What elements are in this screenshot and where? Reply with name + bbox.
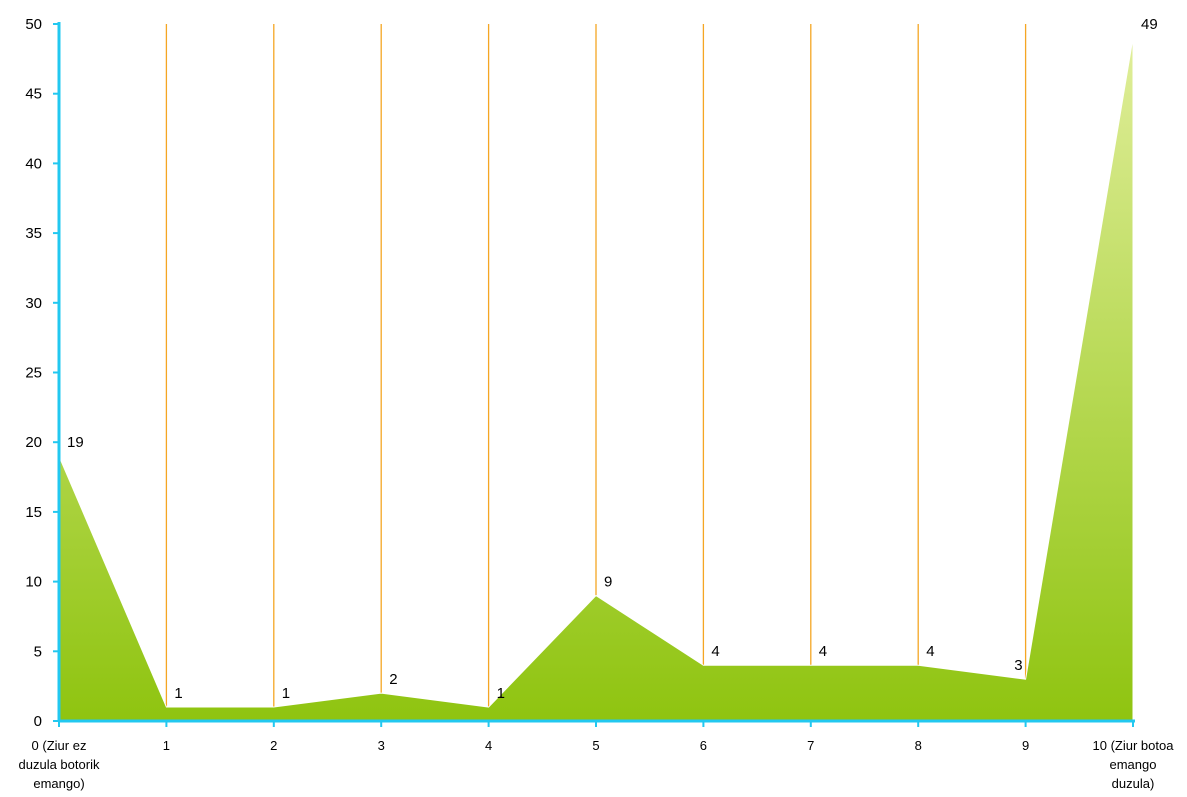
data-label-5: 9	[604, 574, 612, 591]
y-tick-label: 15	[25, 504, 42, 521]
gridlines	[165, 24, 1027, 721]
x-tick-label: 10 (Ziur botoa emango duzula)	[1093, 738, 1175, 791]
data-label-7: 4	[819, 643, 827, 660]
x-tick-label: 5	[592, 738, 599, 753]
y-tick-label: 35	[25, 225, 42, 242]
x-tick-label: 3	[378, 738, 385, 753]
x-tick-label: 6	[700, 738, 707, 753]
x-tick-label: 4	[485, 738, 492, 753]
data-label-4: 1	[497, 685, 505, 702]
data-label-6: 4	[711, 643, 719, 660]
y-tick-label: 20	[25, 434, 42, 451]
y-tick-label: 40	[25, 155, 42, 172]
x-tick-label: 0 (Ziur ez duzula botorik emango)	[19, 738, 100, 791]
area-fill	[58, 37, 1134, 722]
y-tick-label: 25	[25, 365, 42, 382]
x-tick-label: 1	[163, 738, 170, 753]
y-tick-label: 50	[25, 16, 42, 33]
data-label-9: 3	[1014, 657, 1022, 674]
data-label-1: 1	[174, 685, 182, 702]
y-tick-label: 30	[25, 295, 42, 312]
y-tick-label: 5	[34, 643, 42, 660]
x-tick-label: 7	[807, 738, 814, 753]
x-tick-label: 8	[915, 738, 922, 753]
data-label-0: 19	[67, 434, 84, 451]
y-tick-label: 10	[25, 574, 42, 591]
data-label-3: 2	[389, 671, 397, 688]
y-tick-label: 0	[34, 713, 42, 730]
x-tick-label: 9	[1022, 738, 1029, 753]
data-label-2: 1	[282, 685, 290, 702]
area-series	[58, 37, 1134, 722]
x-tick-label: 2	[270, 738, 277, 753]
y-tick-label: 45	[25, 86, 42, 103]
data-label-10: 49	[1141, 16, 1158, 33]
y-axis-ticks: 0 5 10 15 20 25 30 35 40 45 50	[25, 16, 59, 730]
x-axis-ticks: 0 (Ziur ez duzula botorik emango) 1 2 3 4 5 6 7 8 9…	[19, 721, 1175, 791]
data-label-8: 4	[926, 643, 934, 660]
